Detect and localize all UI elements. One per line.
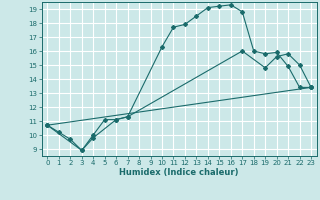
X-axis label: Humidex (Indice chaleur): Humidex (Indice chaleur) <box>119 168 239 177</box>
